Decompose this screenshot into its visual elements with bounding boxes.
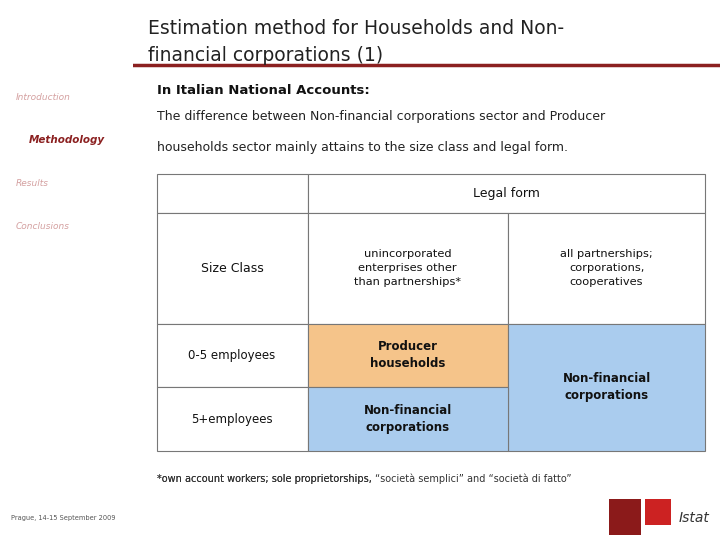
- Bar: [307, 174, 706, 213]
- Text: households sector mainly attains to the size class and legal form.: households sector mainly attains to the …: [157, 141, 567, 154]
- Text: Producer
households: Producer households: [370, 341, 446, 370]
- Text: Prague, 14-15 September 2009: Prague, 14-15 September 2009: [11, 515, 115, 522]
- Text: STATISTICS
"Investment in the
Future 2": STATISTICS "Investment in the Future 2": [21, 35, 112, 69]
- Text: 0-5 employees: 0-5 employees: [189, 349, 276, 362]
- Text: 5+employees: 5+employees: [192, 413, 273, 426]
- Text: financial corporations (1): financial corporations (1): [148, 46, 383, 65]
- Bar: [307, 323, 508, 387]
- Text: Results: Results: [16, 179, 49, 188]
- Text: *own account workers; sole proprietorships, “società semplici” and “società di f: *own account workers; sole proprietorshi…: [157, 474, 571, 484]
- Bar: [157, 174, 307, 213]
- Text: Conclusions: Conclusions: [16, 222, 70, 231]
- Bar: [508, 323, 706, 451]
- Bar: [0, 122, 136, 161]
- Text: The difference between Non-financial corporations sector and Producer: The difference between Non-financial cor…: [157, 110, 605, 123]
- Text: Methodology: Methodology: [29, 136, 104, 145]
- Text: Introduction: Introduction: [16, 93, 71, 102]
- Bar: [157, 387, 307, 451]
- Text: unincorporated
enterprises other
than partnerships*: unincorporated enterprises other than pa…: [354, 249, 462, 287]
- Bar: [157, 323, 307, 387]
- Text: Non-financial
corporations: Non-financial corporations: [562, 373, 651, 402]
- Polygon shape: [0, 418, 140, 540]
- Bar: [157, 213, 307, 323]
- Bar: [609, 499, 641, 535]
- Bar: [307, 213, 508, 323]
- Text: Legal form: Legal form: [473, 187, 540, 200]
- Bar: [508, 213, 706, 323]
- Text: Istat: Istat: [678, 511, 709, 525]
- Bar: [307, 387, 508, 451]
- Text: In Italian National Accounts:: In Italian National Accounts:: [157, 84, 369, 97]
- Text: Size Class: Size Class: [201, 261, 264, 274]
- Text: Estimation method for Households and Non-: Estimation method for Households and Non…: [148, 19, 564, 38]
- Text: all partnerships;
corporations,
cooperatives: all partnerships; corporations, cooperat…: [560, 249, 653, 287]
- Bar: [645, 499, 671, 525]
- Text: *own account workers; sole proprietorships,: *own account workers; sole proprietorshi…: [157, 474, 374, 484]
- Text: Non-financial
corporations: Non-financial corporations: [364, 404, 452, 434]
